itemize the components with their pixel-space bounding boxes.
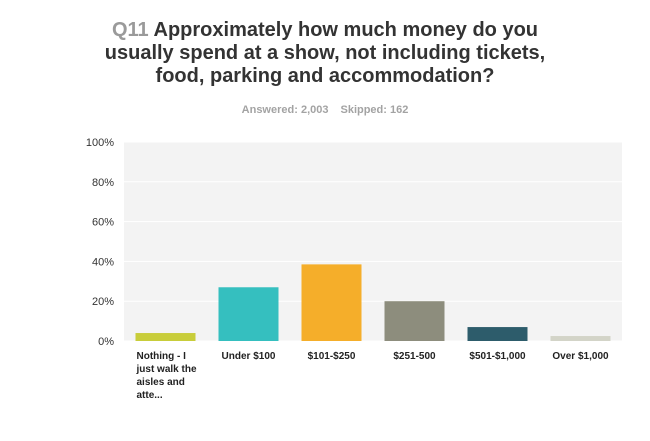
y-tick-label: 0%: [98, 336, 114, 348]
x-category-label: Under $100: [221, 351, 276, 362]
bar: [301, 264, 362, 341]
skipped-count: Skipped: 162: [340, 104, 409, 116]
bar: [467, 327, 528, 341]
y-tick-label: 20%: [92, 296, 114, 308]
question-text: Approximately how much money do you usua…: [104, 19, 546, 87]
gridlines: [124, 141, 622, 342]
y-tick-label: 60%: [92, 217, 114, 229]
y-tick-label: 80%: [92, 177, 114, 189]
response-stats: Answered: 2,003 Skipped: 162: [100, 104, 550, 116]
answered-count: Answered: 2,003: [241, 104, 329, 116]
bar: [218, 287, 279, 341]
x-category-label: $501-$1,000: [469, 351, 526, 362]
y-axis-ticks: 0% 20% 40% 60% 80% 100%: [86, 137, 114, 348]
bar: [135, 333, 196, 341]
x-category-label: $251-500: [393, 351, 436, 362]
x-category-label: Over $1,000: [552, 351, 609, 362]
x-category-label: $101-$250: [307, 351, 356, 362]
question-title: Q11 Approximately how much money do you …: [100, 19, 550, 88]
plot-area: [124, 142, 622, 341]
bar: [384, 301, 445, 341]
question-number: Q11: [111, 19, 149, 41]
x-category-label: Nothing - I just walk the aisles and att…: [136, 351, 197, 401]
bars: [135, 264, 611, 341]
bar: [550, 336, 611, 341]
y-tick-label: 40%: [92, 256, 114, 268]
y-tick-label: 100%: [86, 137, 114, 149]
